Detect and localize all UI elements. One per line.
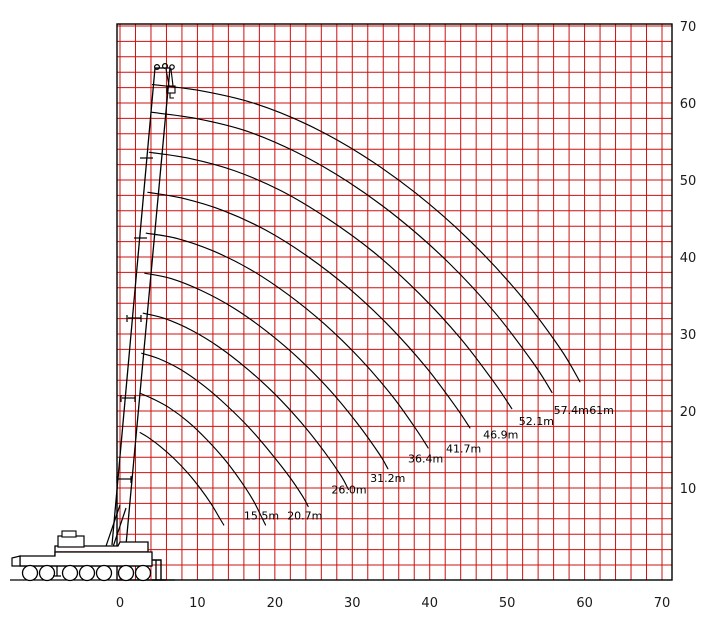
x-tick-10: 10 <box>189 596 206 611</box>
y-tick-50: 50 <box>680 174 697 189</box>
x-tick-50: 50 <box>499 596 516 611</box>
boom-head-assembly <box>154 62 176 99</box>
y-tick-60: 60 <box>680 97 697 112</box>
curve-label-26-0m: 26.0m <box>331 483 366 496</box>
curve-label-46-9m: 46.9m <box>483 429 518 442</box>
plot-border <box>116 23 673 581</box>
x-tick-60: 60 <box>576 596 593 611</box>
y-tick-10: 10 <box>680 482 697 497</box>
curve-label-20-7m: 20.7m <box>287 510 322 523</box>
boom-length-labels: 15.5m 20.7m 26.0m 31.2m36.4m41.7m46.9m52.1m… <box>244 404 614 522</box>
curve-label-41-7m: 41.7m <box>446 443 481 456</box>
load-curve-36-4m <box>144 272 389 470</box>
load-curve-15-5m <box>139 431 225 526</box>
load-curve-41-7m <box>145 232 429 449</box>
curve-label-15-5m: 15.5m <box>244 510 279 523</box>
load-radius-curves <box>139 83 581 526</box>
y-axis-tick-labels: 10 20 30 40 50 60 70 <box>680 20 697 497</box>
load-curve-26-0m <box>141 352 309 508</box>
curve-label-61m: 61m <box>589 404 614 417</box>
y-tick-40: 40 <box>680 251 697 266</box>
x-tick-0: 0 <box>116 596 124 611</box>
curve-label-31-2m: 31.2m <box>370 472 405 485</box>
curve-label-36-4m: 36.4m <box>408 453 443 466</box>
y-tick-70: 70 <box>680 20 697 35</box>
load-curve-52-1m <box>148 151 513 410</box>
curve-label-52-1m: 52.1m <box>519 415 554 428</box>
x-tick-70: 70 <box>654 596 671 611</box>
x-axis-tick-labels: 0 10 20 30 40 50 60 70 <box>116 596 670 611</box>
y-tick-20: 20 <box>680 405 697 420</box>
carrier-wheels <box>21 564 152 582</box>
telescopic-boom <box>111 67 171 546</box>
x-tick-40: 40 <box>421 596 438 611</box>
load-curve-20-7m <box>139 392 267 526</box>
outriggers <box>53 559 166 581</box>
load-curve-57-4m <box>150 111 553 394</box>
curve-label-57-4m: 57.4m <box>554 404 589 417</box>
load-curve-61m <box>151 83 581 383</box>
crane-illustration <box>10 62 176 582</box>
load-curve-46-9m <box>147 191 471 429</box>
x-tick-20: 20 <box>267 596 284 611</box>
load-curve-31-2m <box>142 312 349 491</box>
x-tick-30: 30 <box>344 596 361 611</box>
chart-grid <box>117 24 672 580</box>
y-tick-30: 30 <box>680 328 697 343</box>
